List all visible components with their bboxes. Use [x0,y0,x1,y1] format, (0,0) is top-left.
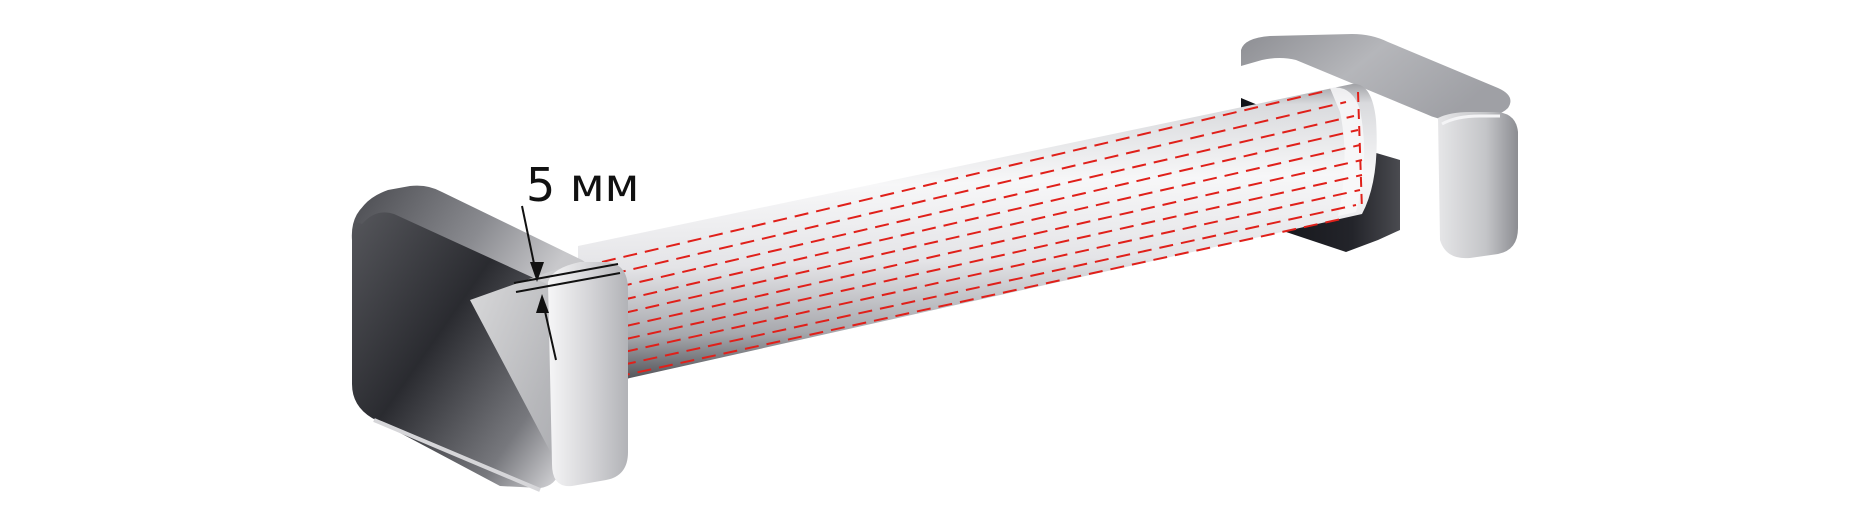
right-block-top-face [1241,34,1511,120]
right-block-front-face [1438,112,1518,259]
arrowhead-lower [536,294,549,313]
rod-end-hatch [1357,91,1363,211]
left-end-block [351,185,628,492]
hatch-lines [601,89,1363,378]
rod-body [578,83,1377,393]
dimension-annotation [513,205,621,361]
left-block-front-face [548,262,628,487]
arrowhead-upper [530,262,544,282]
extension-line-lower [515,272,621,293]
dimension-label: 5 мм [526,158,639,212]
extension-line-upper [513,263,619,284]
left-block-bevel [470,268,560,470]
rod [578,83,1377,393]
